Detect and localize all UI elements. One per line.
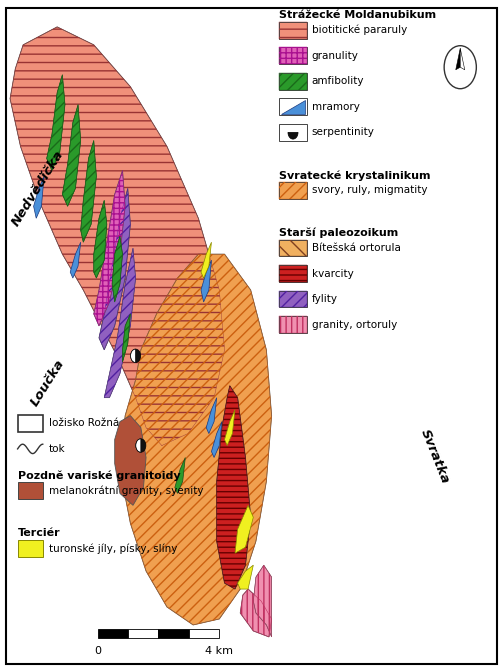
Text: turonské jíly, písky, slíny: turonské jíly, písky, slíny bbox=[49, 543, 177, 554]
Polygon shape bbox=[115, 415, 146, 505]
Bar bbox=[128, 629, 158, 638]
Text: Svratka: Svratka bbox=[418, 427, 452, 487]
Text: granulity: granulity bbox=[312, 51, 359, 60]
Bar bbox=[18, 415, 43, 432]
Bar bbox=[279, 317, 307, 333]
Text: svory, ruly, migmatity: svory, ruly, migmatity bbox=[312, 185, 428, 195]
Wedge shape bbox=[131, 349, 136, 363]
Bar bbox=[158, 629, 189, 638]
Text: 0: 0 bbox=[95, 646, 102, 657]
Polygon shape bbox=[123, 314, 130, 362]
Bar bbox=[18, 540, 43, 556]
Polygon shape bbox=[460, 48, 465, 70]
Text: fylity: fylity bbox=[312, 294, 338, 304]
Polygon shape bbox=[456, 48, 460, 70]
Polygon shape bbox=[99, 188, 130, 350]
Polygon shape bbox=[94, 200, 107, 278]
Polygon shape bbox=[104, 248, 136, 398]
Circle shape bbox=[131, 349, 141, 363]
Text: Bítešská ortorula: Bítešská ortorula bbox=[312, 243, 401, 253]
Polygon shape bbox=[80, 140, 97, 242]
Bar bbox=[279, 317, 307, 333]
Bar bbox=[279, 291, 307, 308]
Text: Starší paleozoikum: Starší paleozoikum bbox=[279, 228, 398, 239]
Polygon shape bbox=[224, 410, 235, 446]
Polygon shape bbox=[47, 75, 65, 171]
Polygon shape bbox=[235, 505, 254, 553]
Text: serpentinity: serpentinity bbox=[312, 128, 375, 137]
Polygon shape bbox=[254, 565, 272, 637]
Polygon shape bbox=[70, 242, 80, 278]
Text: tok: tok bbox=[49, 444, 65, 454]
Circle shape bbox=[136, 439, 146, 452]
Bar bbox=[279, 182, 307, 199]
Polygon shape bbox=[34, 176, 44, 218]
Bar bbox=[279, 240, 307, 257]
Polygon shape bbox=[201, 260, 211, 302]
Polygon shape bbox=[94, 171, 125, 326]
Polygon shape bbox=[237, 565, 254, 589]
Bar bbox=[279, 265, 307, 282]
Polygon shape bbox=[10, 27, 224, 446]
Bar bbox=[279, 265, 307, 282]
Text: Pozdně variské granitoidy: Pozdně variské granitoidy bbox=[18, 470, 180, 481]
Polygon shape bbox=[211, 421, 222, 458]
Bar bbox=[279, 98, 307, 116]
Bar bbox=[18, 482, 43, 499]
Bar bbox=[279, 240, 307, 257]
Polygon shape bbox=[120, 254, 272, 625]
Bar bbox=[279, 47, 307, 65]
Text: amfibolity: amfibolity bbox=[312, 77, 364, 86]
Polygon shape bbox=[206, 398, 217, 433]
Text: 4 km: 4 km bbox=[205, 646, 233, 657]
Text: Svratecké krystalinikum: Svratecké krystalinikum bbox=[279, 170, 431, 181]
Bar bbox=[279, 124, 307, 141]
Text: biotitické pararuly: biotitické pararuly bbox=[312, 25, 407, 36]
Text: Strážecké Moldanubikum: Strážecké Moldanubikum bbox=[279, 10, 436, 20]
Bar bbox=[279, 47, 307, 65]
Polygon shape bbox=[240, 589, 272, 637]
Polygon shape bbox=[217, 386, 250, 589]
Bar bbox=[189, 629, 219, 638]
Text: melanokrátní granity, syenity: melanokrátní granity, syenity bbox=[49, 485, 203, 496]
Bar bbox=[279, 73, 307, 90]
Text: Nedvědĭčka: Nedvědĭčka bbox=[9, 148, 66, 228]
Bar bbox=[279, 291, 307, 308]
Bar bbox=[279, 22, 307, 38]
Text: ložisko Rožná: ložisko Rožná bbox=[49, 419, 119, 428]
Wedge shape bbox=[136, 439, 141, 452]
Polygon shape bbox=[112, 237, 123, 302]
Polygon shape bbox=[175, 458, 185, 493]
Text: mramory: mramory bbox=[312, 102, 360, 112]
Polygon shape bbox=[62, 105, 80, 206]
Polygon shape bbox=[201, 242, 211, 278]
Text: kvarcity: kvarcity bbox=[312, 269, 354, 278]
Bar bbox=[279, 22, 307, 38]
Text: Terciér: Terciér bbox=[18, 528, 60, 538]
Bar bbox=[279, 182, 307, 199]
Polygon shape bbox=[288, 132, 298, 139]
Bar bbox=[98, 629, 128, 638]
Text: Loučka: Loučka bbox=[28, 358, 67, 409]
Polygon shape bbox=[281, 100, 305, 114]
Text: granity, ortoruly: granity, ortoruly bbox=[312, 320, 397, 329]
Bar bbox=[279, 73, 307, 90]
